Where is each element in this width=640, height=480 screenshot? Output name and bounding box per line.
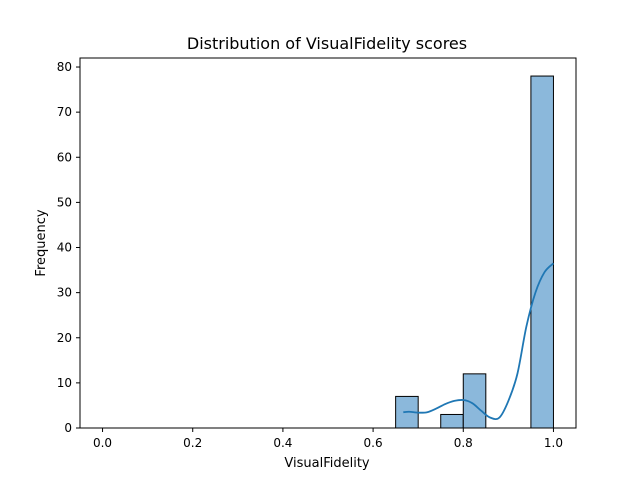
- y-tick-label: 20: [57, 331, 72, 345]
- x-axis-ticks: 0.0 0.2 0.4 0.6 0.8 1.0: [93, 428, 563, 450]
- y-tick-label: 10: [57, 376, 72, 390]
- y-tick-label: 50: [57, 195, 72, 209]
- y-tick-label: 30: [57, 286, 72, 300]
- x-tick-label: 1.0: [544, 436, 563, 450]
- x-tick-label: 0.6: [364, 436, 383, 450]
- y-tick-label: 0: [64, 421, 72, 435]
- y-tick-label: 70: [57, 105, 72, 119]
- y-axis-label: Frequency: [34, 209, 49, 276]
- y-axis-ticks: 0 10 20 30 40 50 60 70 80: [57, 60, 80, 435]
- x-axis-label: VisualFidelity: [284, 456, 370, 471]
- x-tick-label: 0.8: [454, 436, 473, 450]
- chart-title: Distribution of VisualFidelity scores: [187, 34, 467, 53]
- y-tick-label: 80: [57, 60, 72, 74]
- x-tick-label: 0.4: [273, 436, 292, 450]
- plot-frame: [79, 57, 577, 429]
- bars-group: [395, 75, 554, 429]
- x-tick-label: 0.2: [183, 436, 202, 450]
- histogram-bar: [530, 75, 554, 429]
- histogram-bar: [440, 413, 464, 429]
- y-tick-label: 40: [57, 241, 72, 255]
- x-tick-label: 0.0: [93, 436, 112, 450]
- y-tick-label: 60: [57, 150, 72, 164]
- kde-line: [403, 262, 555, 421]
